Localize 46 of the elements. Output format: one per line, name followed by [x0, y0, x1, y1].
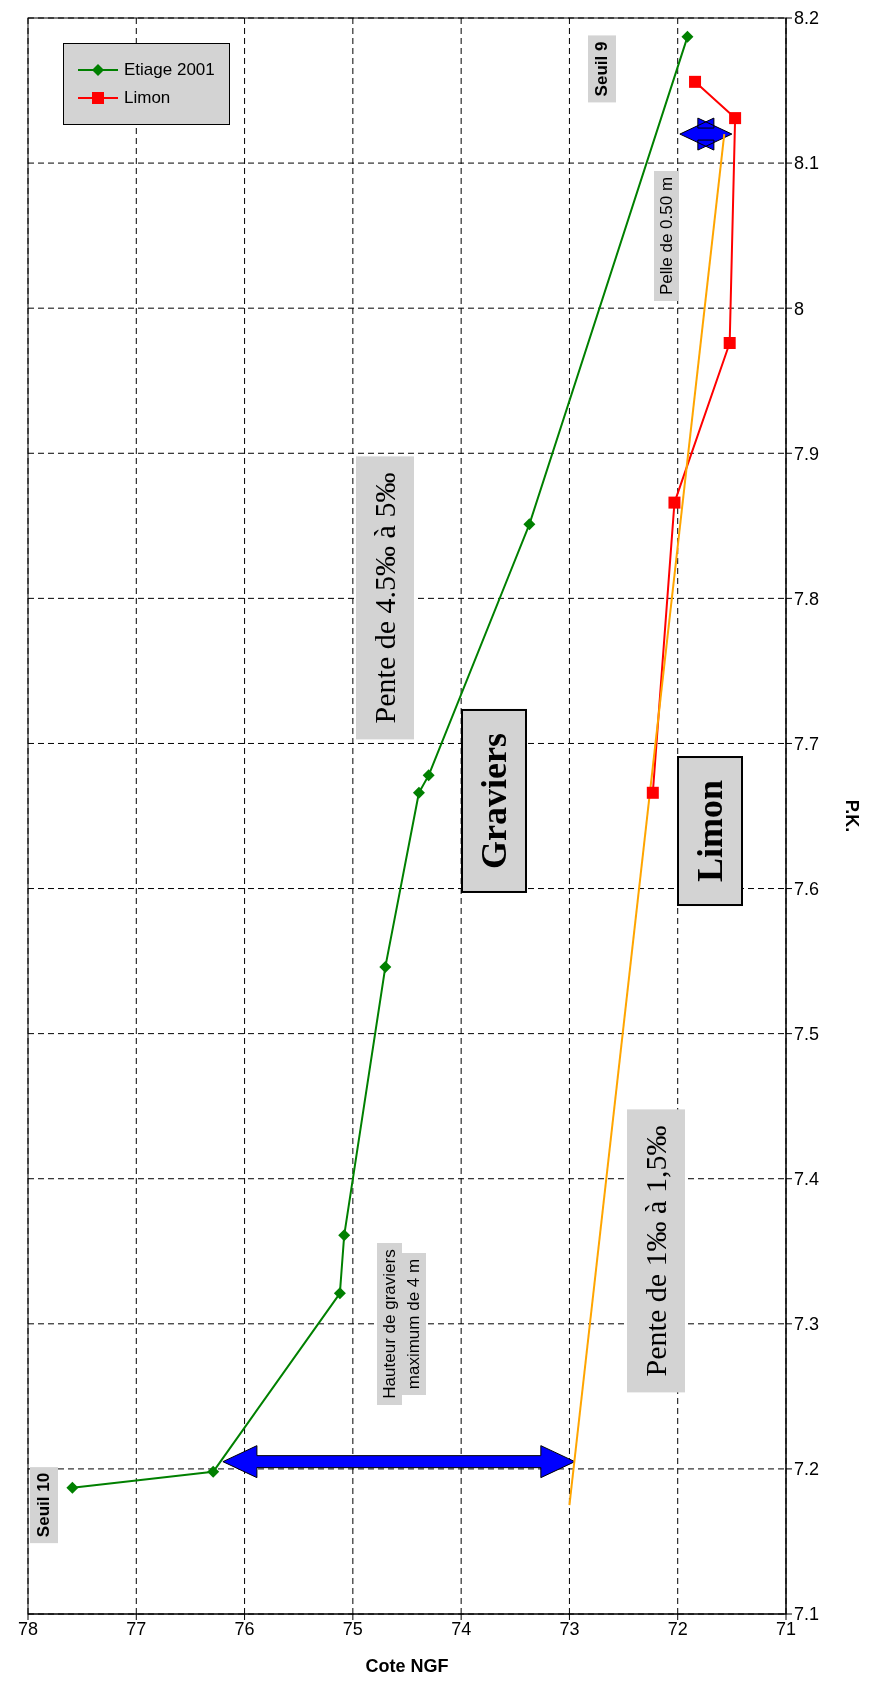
annotation: Pente de 4.5‰ à 5‰ [356, 456, 415, 740]
point [681, 30, 694, 43]
legend-label: Limon [124, 88, 171, 108]
x-tick-label: 71 [775, 1618, 797, 1639]
x-axis-title: Cote NGF [365, 1656, 449, 1676]
y-tick-label: 7.9 [794, 443, 820, 464]
x-tick-label: 73 [559, 1618, 580, 1639]
annotation: Graviers [460, 709, 527, 894]
point [646, 786, 659, 799]
point [422, 769, 435, 782]
annotation: Seuil 9 [587, 35, 616, 103]
point [723, 337, 736, 349]
point [412, 786, 425, 799]
annotation: Hauteur de graviers maximum de 4 m [376, 1243, 426, 1405]
annotation: Pente de 1‰ à 1,5‰ [627, 1109, 686, 1393]
x-tick-label: 77 [126, 1618, 147, 1639]
point [66, 1481, 79, 1494]
point [379, 960, 392, 973]
y-tick-label: 7.8 [794, 588, 820, 609]
y-tick-label: 7.7 [794, 733, 820, 754]
x-tick-label: 78 [17, 1618, 39, 1639]
annotation: Limon [677, 755, 744, 906]
y-tick-label: 8.2 [794, 8, 820, 29]
y-tick-label: 8 [794, 298, 805, 319]
point [338, 1229, 351, 1242]
x-tick-label: 72 [667, 1618, 688, 1639]
x-tick-label: 76 [234, 1618, 255, 1639]
point [729, 112, 742, 125]
x-tick-label: 75 [342, 1618, 363, 1639]
x-tick-label: 74 [451, 1618, 472, 1639]
point [668, 496, 681, 509]
y-tick-label: 7.2 [794, 1459, 820, 1480]
point [523, 518, 536, 531]
y-axis-title: P.K. [841, 799, 862, 833]
y-tick-label: 7.4 [794, 1169, 820, 1190]
y-tick-label: 8.1 [794, 153, 820, 174]
point [689, 75, 702, 88]
annotation: Seuil 10 [30, 1467, 59, 1544]
legend-label: Etiage 2001 [124, 60, 215, 80]
y-tick-label: 7.3 [794, 1314, 820, 1335]
y-tick-label: 7.5 [794, 1024, 820, 1045]
annotation: Pelle de 0.50 m [653, 170, 679, 301]
y-tick-label: 7.6 [794, 878, 820, 899]
y-tick-label: 7.1 [794, 1604, 820, 1625]
point [333, 1287, 346, 1300]
point [207, 1465, 220, 1478]
